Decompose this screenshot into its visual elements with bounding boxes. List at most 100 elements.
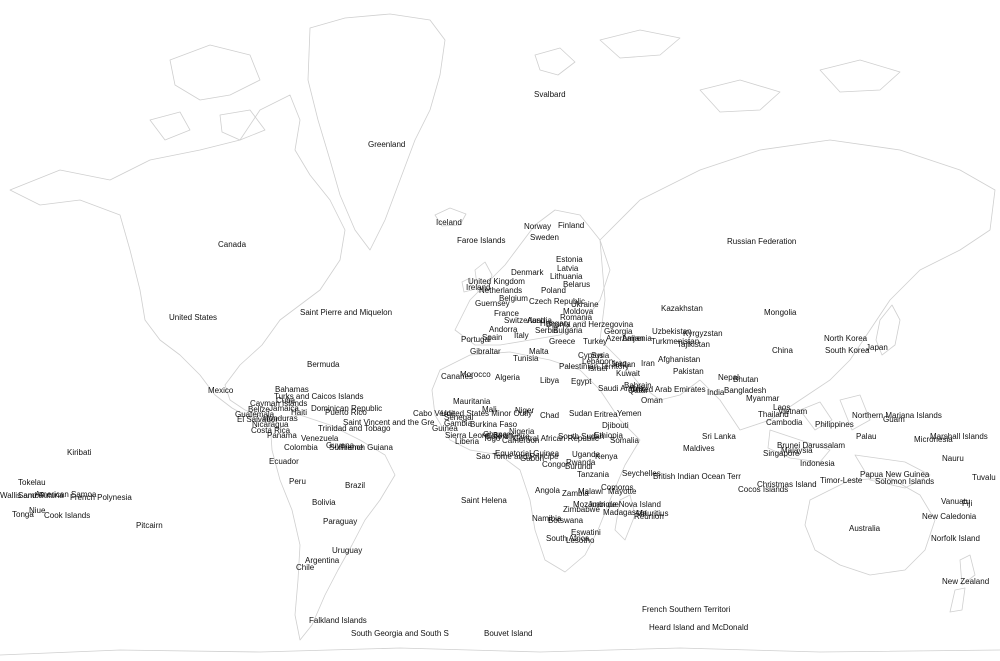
- country-label[interactable]: Guernsey: [475, 299, 510, 308]
- country-label[interactable]: Senegal: [444, 413, 474, 422]
- country-label[interactable]: Fiji: [962, 499, 973, 508]
- country-label[interactable]: Lithuania: [550, 272, 583, 281]
- country-label[interactable]: Chile: [296, 563, 315, 572]
- country-label[interactable]: Morocco: [460, 370, 491, 379]
- country-label[interactable]: Poland: [541, 286, 566, 295]
- country-label[interactable]: Tokelau: [18, 478, 46, 487]
- country-label[interactable]: Egypt: [571, 377, 592, 386]
- country-label[interactable]: Gibraltar: [470, 347, 501, 356]
- country-label[interactable]: Myanmar: [746, 394, 780, 403]
- country-label[interactable]: Sri Lanka: [702, 432, 736, 441]
- country-label[interactable]: Lebanon: [582, 357, 614, 366]
- country-label[interactable]: Nigeria: [509, 427, 535, 436]
- country-label[interactable]: Greenland: [368, 140, 406, 149]
- country-label[interactable]: Christmas Island: [757, 480, 817, 489]
- country-label[interactable]: Chad: [540, 411, 560, 420]
- country-label[interactable]: Niger: [515, 406, 535, 415]
- country-label[interactable]: North Korea: [824, 334, 868, 343]
- country-label[interactable]: Iceland: [436, 218, 462, 227]
- country-label[interactable]: Netherlands: [479, 286, 523, 295]
- country-label[interactable]: Ireland: [466, 283, 491, 292]
- country-label[interactable]: Portugal: [461, 335, 491, 344]
- country-label[interactable]: Andorra: [489, 325, 518, 334]
- country-label[interactable]: Syria: [591, 351, 610, 360]
- country-label[interactable]: Iran: [641, 359, 655, 368]
- country-label[interactable]: Pitcairn: [136, 521, 163, 530]
- country-label[interactable]: Saudi Arabia: [598, 384, 644, 393]
- country-label[interactable]: Romania: [560, 313, 593, 322]
- country-label[interactable]: Kazakhstan: [661, 304, 703, 313]
- country-label[interactable]: Estonia: [556, 255, 583, 264]
- country-label[interactable]: American Samoa: [35, 490, 97, 499]
- country-label[interactable]: Palestinian Territory: [559, 362, 630, 371]
- country-label[interactable]: China: [772, 346, 793, 355]
- country-label[interactable]: Kenya: [595, 452, 618, 461]
- country-label[interactable]: Cote d'Ivoire: [485, 432, 530, 441]
- country-label[interactable]: Samoa: [18, 491, 44, 500]
- country-label[interactable]: Falkland Islands: [309, 616, 367, 625]
- country-label[interactable]: Vietnam: [778, 407, 808, 416]
- country-label[interactable]: Uganda: [572, 450, 601, 459]
- country-label[interactable]: Azerbaijan: [606, 334, 644, 343]
- country-label[interactable]: Dominican Republic: [311, 404, 383, 413]
- country-label[interactable]: South Korea: [825, 346, 870, 355]
- country-label[interactable]: French Southern Territori: [642, 605, 731, 614]
- country-label[interactable]: Svalbard: [534, 90, 566, 99]
- country-label[interactable]: Colombia: [284, 443, 318, 452]
- country-label[interactable]: British Indian Ocean Terr: [653, 472, 741, 481]
- country-label[interactable]: Czech Republic: [529, 297, 586, 306]
- country-label[interactable]: Greece: [549, 337, 576, 346]
- country-label[interactable]: Ethiopia: [594, 431, 623, 440]
- country-label[interactable]: Israel: [588, 364, 608, 373]
- country-label[interactable]: Venezuela: [301, 434, 339, 443]
- country-label[interactable]: Gambia: [444, 419, 473, 428]
- country-label[interactable]: Denmark: [511, 268, 544, 277]
- country-label[interactable]: Italy: [514, 331, 529, 340]
- country-label[interactable]: France: [494, 309, 519, 318]
- country-label[interactable]: Guam: [883, 415, 905, 424]
- country-label[interactable]: Kiribati: [67, 448, 92, 457]
- country-label[interactable]: Oman: [641, 396, 663, 405]
- country-label[interactable]: Canaries: [441, 372, 474, 381]
- country-label[interactable]: Gabon: [520, 454, 545, 463]
- country-label[interactable]: Jamaica: [269, 404, 299, 413]
- country-label[interactable]: Saint Pierre and Miquelon: [300, 308, 393, 317]
- country-label[interactable]: Sao Tome and Principe: [476, 452, 559, 461]
- country-label[interactable]: Pakistan: [673, 367, 704, 376]
- country-label[interactable]: Canada: [218, 240, 247, 249]
- country-label[interactable]: Guyana: [326, 441, 355, 450]
- country-label[interactable]: Mexico: [208, 386, 234, 395]
- country-label[interactable]: Norfolk Island: [931, 534, 980, 543]
- country-label[interactable]: Rwanda: [566, 458, 596, 467]
- country-label[interactable]: Solomon Islands: [875, 477, 935, 486]
- country-label[interactable]: Faroe Islands: [457, 236, 506, 245]
- country-label[interactable]: United Kingdom: [468, 277, 525, 286]
- country-label[interactable]: United States: [169, 313, 218, 322]
- country-label[interactable]: Trinidad and Tobago: [318, 424, 391, 433]
- country-label[interactable]: Tanzania: [577, 470, 610, 479]
- country-label[interactable]: Honduras: [263, 414, 298, 423]
- country-label[interactable]: South Sudan: [558, 432, 605, 441]
- country-label[interactable]: Juan de Nova Island: [588, 500, 661, 509]
- country-label[interactable]: Puerto Rico: [325, 408, 367, 417]
- country-label[interactable]: Marshall Islands: [930, 432, 988, 441]
- country-label[interactable]: Singapore: [763, 449, 800, 458]
- country-label[interactable]: Brazil: [345, 481, 366, 490]
- country-label[interactable]: Mauritius: [636, 509, 669, 518]
- country-label[interactable]: Bangladesh: [724, 386, 767, 395]
- country-label[interactable]: Uruguay: [332, 546, 363, 555]
- country-label[interactable]: Burkina Faso: [470, 420, 518, 429]
- country-label[interactable]: Bhutan: [733, 375, 759, 384]
- country-label[interactable]: India: [707, 388, 725, 397]
- country-label[interactable]: Botswana: [548, 516, 584, 525]
- country-label[interactable]: French Polynesia: [70, 493, 132, 502]
- country-label[interactable]: Bahrain: [624, 381, 652, 390]
- country-label[interactable]: Nepal: [718, 373, 739, 382]
- country-label[interactable]: Tuvalu: [972, 473, 996, 482]
- country-label[interactable]: Finland: [558, 221, 585, 230]
- country-label[interactable]: French Guiana: [340, 443, 393, 452]
- country-label[interactable]: Mongolia: [764, 308, 797, 317]
- country-label[interactable]: Paraguay: [323, 517, 358, 526]
- country-label[interactable]: Philippines: [815, 420, 854, 429]
- country-label[interactable]: Thailand: [758, 410, 789, 419]
